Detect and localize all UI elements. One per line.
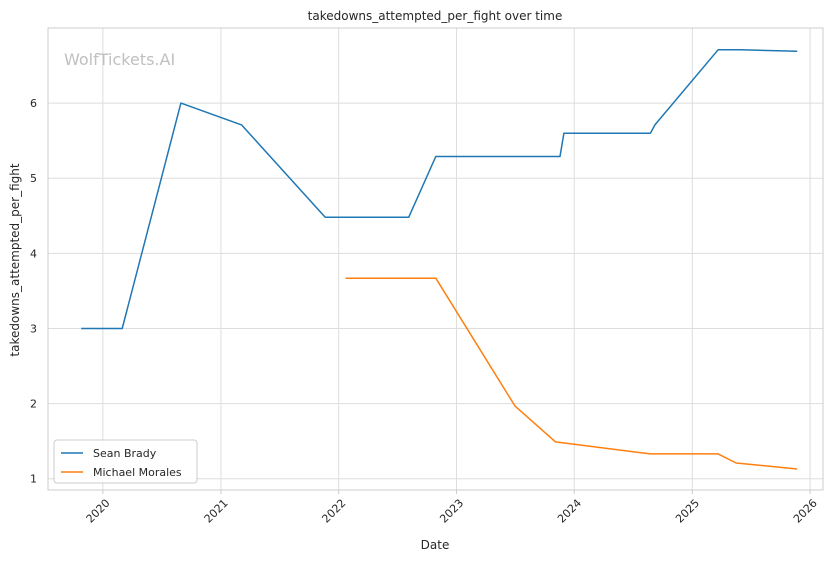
legend-label-sean-brady: Sean Brady xyxy=(93,447,157,460)
y-tick-label-4: 4 xyxy=(30,247,37,260)
y-tick-label-1: 1 xyxy=(30,473,37,486)
series-line-sean-brady xyxy=(81,49,798,330)
series-line-michael-morales xyxy=(345,277,798,470)
legend-box xyxy=(53,439,198,484)
watermark: WolfTickets.AI xyxy=(64,50,175,69)
legend: Sean Brady Michael Morales xyxy=(53,439,198,484)
x-axis-label: Date xyxy=(421,538,450,552)
plot-frame xyxy=(47,27,824,491)
series-lines xyxy=(81,49,798,470)
y-tick-label-5: 5 xyxy=(30,172,37,185)
y-axis-label: takedowns_attempted_per_fight xyxy=(8,163,22,356)
legend-label-michael-morales: Michael Morales xyxy=(93,466,182,479)
y-tick-label-6: 6 xyxy=(30,97,37,110)
chart-title: takedowns_attempted_per_fight over time xyxy=(308,9,563,23)
y-tick-label-2: 2 xyxy=(30,398,37,411)
y-tick-label-3: 3 xyxy=(30,322,37,335)
